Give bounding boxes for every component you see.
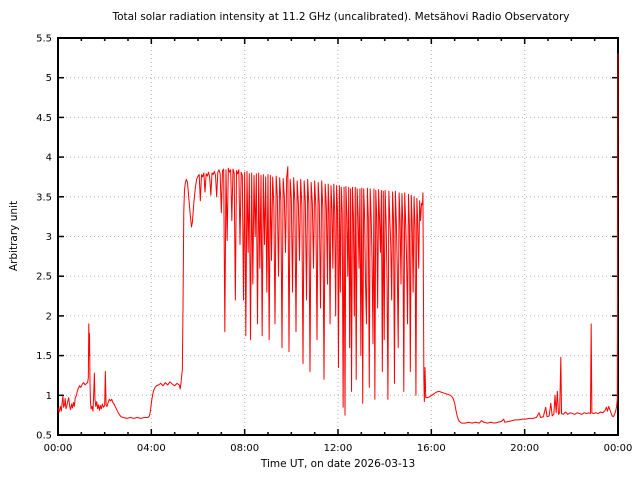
y-tick-label: 1.5 [36,351,52,362]
x-tick-label: 20:00 [510,443,539,454]
chart-title: Total solar radiation intensity at 11.2 … [112,11,570,23]
y-tick-label: 5 [46,73,52,84]
x-tick-label: 12:00 [324,443,353,454]
x-tick-label: 00:00 [44,443,73,454]
x-tick-label: 08:00 [230,443,259,454]
y-tick-label: 0.5 [36,431,52,442]
y-tick-label: 2.5 [36,272,52,283]
y-tick-label: 5.5 [36,34,52,45]
y-tick-label: 1 [46,391,52,402]
y-tick-label: 3.5 [36,192,52,203]
y-tick-label: 4.5 [36,113,52,124]
x-axis-label: Time UT, on date 2026-03-13 [260,458,416,470]
data-series-line [57,53,619,424]
y-tick-label: 4 [46,153,52,164]
x-tick-label: 00:00 [604,443,633,454]
y-tick-label: 2 [46,311,52,322]
y-tick-label: 3 [46,232,52,243]
x-tick-label: 16:00 [417,443,446,454]
x-tick-label: 04:00 [137,443,166,454]
